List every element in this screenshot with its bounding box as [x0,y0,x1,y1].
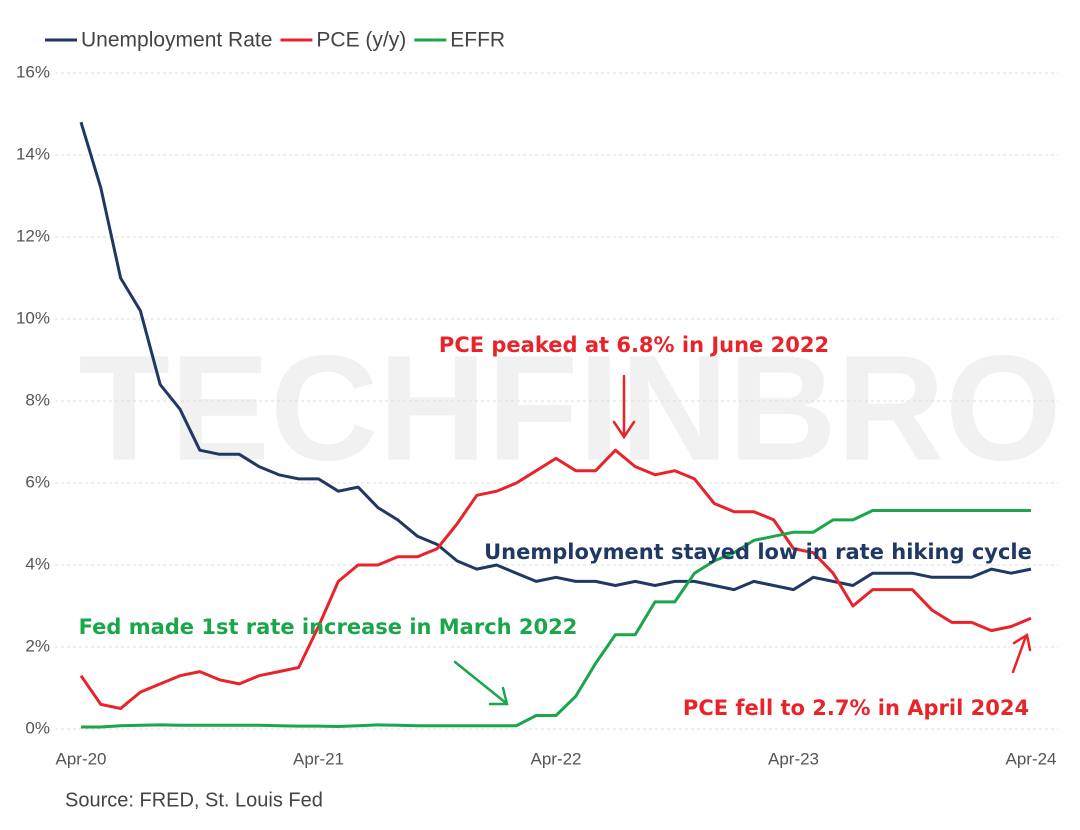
y-tick-label: 6% [25,472,50,491]
x-tick-label: Apr-21 [293,749,344,768]
y-tick-label: 14% [16,144,50,163]
legend-label: Unemployment Rate [81,29,272,52]
legend-label: PCE (y/y) [316,29,406,52]
arrow [453,660,509,706]
watermark: TECHFINBRO [78,324,1061,492]
source: Source: FRED, St. Louis Fed [65,789,323,811]
arrow [612,374,636,440]
annotation: Fed made 1st rate increase in March 2022 [79,615,578,639]
y-tick-label: 8% [25,390,50,409]
x-tick-label: Apr-22 [530,749,581,768]
line-series [81,509,1031,729]
y-tick-label: 12% [16,226,50,245]
y-tick-label: 4% [25,554,50,573]
x-tick-label: Apr-20 [55,749,106,768]
x-tick-label: Apr-24 [1005,749,1056,768]
annotation: PCE peaked at 6.8% in June 2022 [439,333,829,357]
annotation: Unemployment stayed low in rate hiking c… [484,540,1032,564]
y-tick-label: 16% [16,62,50,81]
line-series [79,121,1032,592]
annotation: PCE fell to 2.7% in April 2024 [683,696,1029,720]
arrows [453,374,1032,706]
line-series [79,448,1032,710]
arrow [1011,632,1032,674]
x-tick-label: Apr-23 [768,749,819,768]
y-tick-label: 2% [25,636,50,655]
y-tick-label: 0% [25,718,50,737]
y-tick-label: 10% [16,308,50,327]
legend-label: EFFR [450,29,505,52]
